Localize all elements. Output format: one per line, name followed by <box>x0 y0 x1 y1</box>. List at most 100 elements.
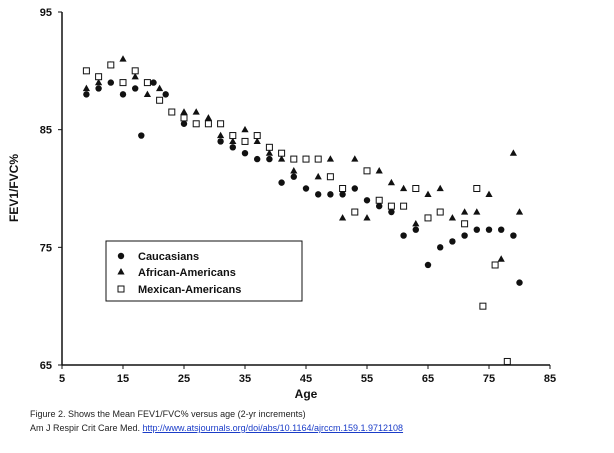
point-mexican-americans <box>180 114 188 122</box>
point-mexican-americans <box>339 185 347 192</box>
point-caucasians <box>376 202 383 210</box>
point-mexican-americans <box>473 185 481 192</box>
point-mexican-americans <box>302 155 310 163</box>
point-african-americans <box>363 214 371 221</box>
y-tick-label: 85 <box>40 125 52 137</box>
point-mexican-americans <box>326 173 334 181</box>
x-axis-title: Age <box>295 387 318 401</box>
point-african-americans <box>131 72 139 80</box>
point-mexican-americans <box>119 79 127 87</box>
x-tick-label: 5 <box>59 373 65 385</box>
point-african-americans <box>339 214 347 221</box>
point-caucasians <box>290 173 297 180</box>
point-mexican-americans <box>265 143 273 151</box>
point-caucasians <box>83 91 90 98</box>
point-caucasians <box>278 179 285 186</box>
point-caucasians <box>516 279 523 286</box>
point-mexican-americans <box>387 202 395 210</box>
point-mexican-americans <box>204 120 212 128</box>
point-african-americans <box>351 155 359 162</box>
point-african-americans <box>241 125 249 133</box>
point-caucasians <box>217 138 224 145</box>
legend-label-african-americans: African-Americans <box>138 267 236 279</box>
x-tick-label: 65 <box>422 373 434 385</box>
point-african-americans <box>509 149 517 156</box>
x-tick-label: 35 <box>239 373 251 385</box>
point-caucasians <box>254 155 261 163</box>
point-mexican-americans <box>217 120 225 128</box>
y-axis-title: FEV1/FVC% <box>7 154 21 222</box>
point-caucasians <box>498 226 505 233</box>
point-mexican-americans <box>107 61 115 69</box>
point-caucasians <box>241 150 249 157</box>
point-caucasians <box>473 226 480 233</box>
legend-marker-mexican-americans <box>117 285 125 293</box>
point-african-americans <box>314 172 322 180</box>
point-african-americans <box>448 214 456 221</box>
point-mexican-americans <box>400 202 408 210</box>
point-caucasians <box>315 191 322 198</box>
point-caucasians <box>400 232 407 239</box>
point-african-americans <box>473 208 481 215</box>
data-points <box>82 55 524 365</box>
point-african-americans <box>229 137 237 145</box>
point-african-americans <box>515 208 524 215</box>
point-african-americans <box>436 184 444 192</box>
point-mexican-americans <box>436 208 444 216</box>
x-tick-label: 45 <box>300 373 312 385</box>
citation-journal: Am J Respir Crit Care Med. <box>30 423 141 433</box>
point-african-americans <box>278 155 286 162</box>
point-african-americans <box>265 149 273 156</box>
point-mexican-americans <box>168 108 176 116</box>
point-african-americans <box>143 90 151 97</box>
point-african-americans <box>461 208 469 215</box>
point-caucasians <box>107 79 115 86</box>
point-african-americans <box>412 220 420 227</box>
point-mexican-americans <box>229 132 237 140</box>
point-mexican-americans <box>461 220 469 228</box>
legend: Caucasians African-Americans Mexican-Ame… <box>105 240 303 302</box>
point-mexican-americans <box>290 155 298 163</box>
point-mexican-americans <box>131 67 139 75</box>
point-african-americans <box>290 167 298 174</box>
point-african-americans <box>119 55 127 62</box>
x-tick-label: 25 <box>178 373 190 385</box>
point-african-americans <box>82 84 90 92</box>
y-tick-label: 65 <box>40 360 52 372</box>
legend-box <box>105 240 303 302</box>
x-tick-label: 75 <box>483 373 495 385</box>
point-mexican-americans <box>156 96 164 104</box>
point-mexican-americans <box>241 137 249 145</box>
citation: Am J Respir Crit Care Med. http://www.at… <box>30 423 403 433</box>
point-african-americans <box>400 184 408 192</box>
point-mexican-americans <box>375 196 383 204</box>
point-mexican-americans <box>192 120 200 128</box>
point-caucasians <box>437 244 444 251</box>
legend-marker-caucasians <box>117 252 125 260</box>
legend-marker-african-americans <box>117 268 125 275</box>
x-tick-label: 55 <box>361 373 373 385</box>
point-mexican-americans <box>314 155 322 163</box>
point-mexican-americans <box>95 73 103 81</box>
y-tick-label: 95 <box>40 7 52 19</box>
point-caucasians <box>449 238 456 245</box>
point-african-americans <box>253 137 261 145</box>
point-caucasians <box>485 226 493 233</box>
point-african-americans <box>424 190 432 197</box>
citation-link[interactable]: http://www.atsjournals.org/doi/abs/10.11… <box>142 423 404 433</box>
legend-label-mexican-americans: Mexican-Americans <box>138 284 241 296</box>
point-caucasians <box>339 191 346 198</box>
point-african-americans <box>156 84 164 92</box>
point-african-americans <box>387 178 395 186</box>
point-caucasians <box>302 185 310 192</box>
point-african-americans <box>204 114 212 121</box>
point-african-americans <box>497 255 505 262</box>
point-caucasians <box>510 232 517 239</box>
point-caucasians <box>95 85 102 92</box>
legend-label-caucasians: Caucasians <box>138 251 199 263</box>
point-caucasians <box>119 91 127 98</box>
point-caucasians <box>461 232 468 239</box>
point-mexican-americans <box>143 79 151 87</box>
point-mexican-americans <box>278 149 286 157</box>
